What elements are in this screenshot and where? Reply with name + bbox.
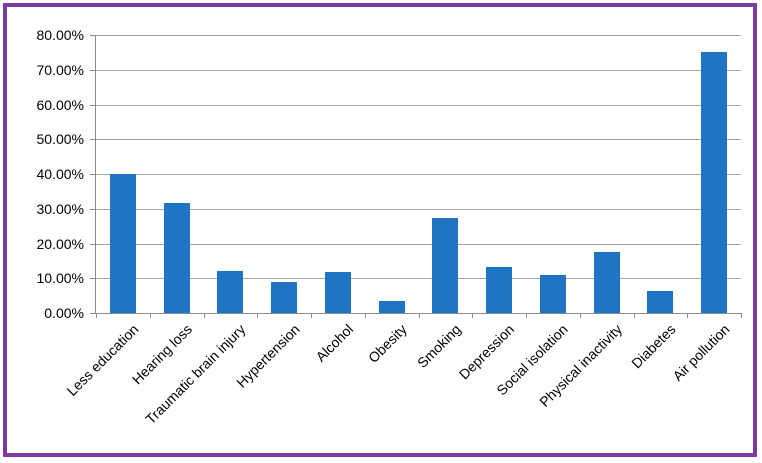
bar-depression	[486, 267, 513, 313]
x-axis-tick-12	[741, 313, 742, 318]
x-axis-tick-11	[687, 313, 689, 318]
gridline-40	[96, 174, 741, 175]
gridline-80	[96, 35, 741, 36]
bar-less-education	[109, 174, 136, 313]
bar-social-isolation	[539, 274, 566, 313]
bar-alcohol	[324, 272, 351, 313]
x-axis-tick-2	[203, 313, 205, 318]
y-axis-tick-70	[90, 69, 96, 71]
bars-layer	[96, 35, 741, 313]
x-axis-tick-8	[526, 313, 527, 318]
y-axis-tick-60	[90, 104, 96, 106]
x-axis-tick-3	[257, 313, 259, 318]
x-axis-label-air-pollution: Air pollution	[669, 321, 733, 385]
x-axis-label-alcohol: Alcohol	[312, 321, 357, 365]
bar-diabetes	[647, 290, 674, 313]
x-axis-label-diabetes: Diabetes	[628, 321, 679, 372]
y-tick-label-60: 60.00%	[36, 96, 84, 113]
y-tick-label-50: 50.00%	[36, 131, 84, 148]
x-axis-label-smoking: Smoking	[413, 321, 464, 371]
x-axis-ticks-layer	[96, 35, 742, 318]
gridline-60	[96, 104, 741, 106]
bar-hypertension	[271, 282, 298, 313]
x-axis-tick-4	[311, 313, 312, 318]
y-axis-tick-10	[90, 278, 96, 280]
gridline-50	[96, 139, 741, 141]
plot-area	[90, 35, 742, 318]
y-tick-label-70: 70.00%	[36, 61, 84, 78]
bar-hearing-loss	[163, 202, 190, 313]
y-tick-label-10: 10.00%	[36, 270, 84, 287]
x-axis-tick-5	[364, 313, 366, 318]
y-axis-tick-20	[90, 243, 96, 245]
x-axis-tick-6	[418, 313, 420, 318]
bar-air-pollution	[701, 52, 728, 313]
bar-physical-inactivity	[593, 251, 620, 313]
x-axis-tick-7	[472, 313, 474, 318]
y-axis-tick-0	[90, 313, 96, 314]
x-axis-label-traumatic-brain-injury: Traumatic brain injury	[142, 321, 249, 428]
y-axis: 80.00% 70.00% 60.00% 50.00% 40.00% 30.00% 20.0…	[7, 27, 84, 321]
x-axis-tick-10	[633, 313, 635, 318]
y-axis-tick-80	[90, 35, 96, 36]
bar-obesity	[378, 301, 405, 313]
gridline-10	[96, 278, 741, 280]
bar-smoking	[432, 217, 459, 313]
x-axis-label-less-education: Less education	[63, 321, 142, 399]
y-tick-label-80: 80.00%	[36, 27, 84, 43]
gridline-70	[96, 69, 741, 71]
gridline-30	[96, 208, 741, 210]
x-axis-label-obesity: Obesity	[365, 321, 410, 366]
bar-traumatic-brain-injury	[217, 270, 244, 313]
gridlines-layer	[90, 35, 741, 314]
y-tick-label-0: 0.00%	[44, 305, 84, 321]
x-axis-tick-9	[579, 313, 581, 318]
y-tick-label-40: 40.00%	[36, 166, 84, 182]
x-axis-tick-1	[149, 313, 151, 318]
x-axis-labels: Less education Hearing loss Traumatic brai…	[63, 318, 740, 463]
y-axis-tick-30	[90, 208, 96, 210]
y-axis-tick-40	[90, 174, 96, 175]
chart-frame-border: 80.00% 70.00% 60.00% 50.00% 40.00% 30.00% 20.0…	[3, 3, 757, 457]
x-axis-tick-0	[96, 313, 97, 318]
y-tick-label-30: 30.00%	[36, 200, 84, 217]
y-tick-label-20: 20.00%	[36, 235, 84, 252]
gridline-20	[96, 243, 741, 245]
y-axis-tick-50	[90, 139, 96, 141]
